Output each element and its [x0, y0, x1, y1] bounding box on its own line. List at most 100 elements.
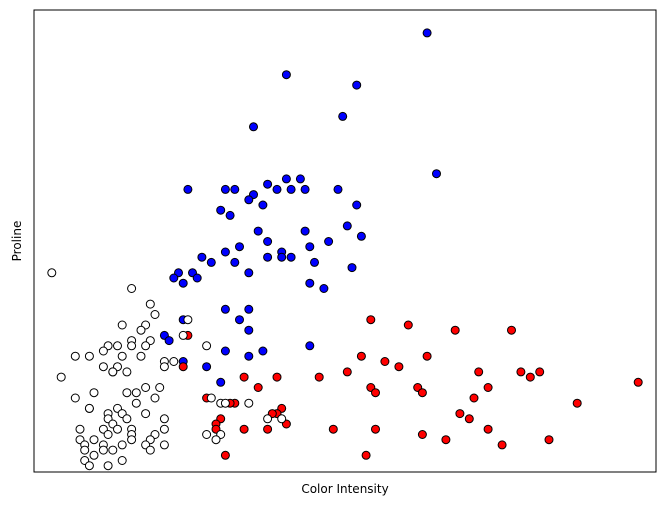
- data-point-series-3-41: [220, 398, 230, 408]
- data-point-series-2-8: [380, 357, 390, 366]
- data-point-series-2-15: [178, 362, 188, 372]
- data-point-series-3-1: [127, 284, 137, 293]
- data-point-series-2-46: [544, 435, 554, 445]
- data-point-series-3-3: [145, 299, 155, 309]
- data-point-series-3-5: [183, 315, 193, 325]
- data-point-series-2-27: [469, 393, 479, 403]
- data-point-series-3-33: [122, 388, 132, 398]
- data-point-series-3-19: [84, 351, 94, 361]
- data-point-series-2-4: [507, 325, 516, 335]
- data-point-series-1-29: [356, 231, 366, 241]
- data-point-series-1-11: [220, 184, 230, 194]
- data-point-series-3-82: [84, 461, 94, 471]
- data-point-series-1-44: [192, 273, 202, 283]
- data-point-series-2-28: [572, 398, 582, 408]
- data-point-series-3-15: [127, 341, 137, 351]
- data-point-series-3-45: [84, 403, 94, 413]
- data-point-series-1-33: [197, 252, 207, 262]
- data-point-series-3-36: [206, 393, 216, 403]
- data-point-series-1-27: [324, 237, 334, 246]
- data-point-series-3-38: [150, 393, 160, 403]
- data-point-series-2-49: [361, 450, 371, 460]
- data-point-series-1-16: [286, 184, 296, 194]
- data-point-series-1-2: [281, 70, 291, 80]
- data-point-series-3-6: [117, 320, 127, 330]
- data-point-series-1-24: [253, 226, 263, 236]
- data-point-series-1-23: [342, 221, 352, 231]
- data-point-series-1-3: [352, 80, 362, 90]
- data-point-series-2-6: [356, 351, 366, 361]
- data-point-series-3-37: [70, 393, 80, 403]
- data-point-series-2-45: [417, 430, 427, 439]
- data-point-series-1-37: [310, 257, 319, 267]
- data-point-series-1-58: [258, 346, 268, 356]
- data-point-series-3-70: [117, 440, 127, 450]
- data-point-series-3-21: [117, 351, 127, 361]
- data-point-series-1-26: [263, 237, 273, 246]
- data-point-series-3-8: [136, 325, 146, 335]
- data-point-series-1-17: [295, 174, 305, 184]
- data-point-series-3-59: [159, 424, 169, 434]
- data-point-series-1-35: [277, 252, 287, 262]
- data-point-series-3-42: [244, 398, 254, 408]
- data-point-series-3-16: [141, 341, 151, 351]
- data-point-series-3-20: [136, 351, 146, 361]
- data-point-series-2-18: [314, 372, 324, 382]
- data-point-series-3-4: [150, 310, 160, 319]
- data-point-series-1-9: [183, 184, 193, 194]
- data-point-series-3-17: [98, 346, 108, 356]
- data-point-series-1-7: [281, 174, 291, 184]
- data-point-series-3-51: [159, 414, 169, 424]
- data-point-series-3-57: [113, 424, 122, 434]
- data-point-series-2-17: [239, 372, 249, 382]
- data-point-series-3-60: [103, 430, 113, 439]
- data-point-series-1-49: [220, 304, 230, 314]
- data-point-series-2-22: [483, 383, 493, 392]
- data-point-series-1-55: [164, 336, 174, 346]
- data-point-series-1-41: [244, 268, 254, 278]
- data-point-series-2-13: [535, 367, 545, 377]
- data-point-series-1-22: [225, 210, 235, 220]
- data-point-series-1-53: [244, 325, 254, 335]
- data-point-series-3-30: [122, 367, 132, 377]
- x-axis-label: Color Intensity: [301, 482, 388, 496]
- data-point-series-3-25: [98, 362, 108, 372]
- data-point-series-3-18: [70, 351, 80, 361]
- data-point-series-2-38: [483, 424, 493, 434]
- data-point-series-2-9: [394, 362, 404, 372]
- data-point-series-2-47: [441, 435, 451, 445]
- data-point-series-1-59: [244, 351, 254, 361]
- data-point-series-1-56: [305, 341, 315, 351]
- data-point-series-1-1: [422, 28, 432, 38]
- data-point-series-2-24: [371, 388, 380, 398]
- data-point-series-1-40: [230, 257, 240, 267]
- data-point-series-3-56: [75, 424, 85, 434]
- data-point-series-1-25: [300, 226, 310, 236]
- data-point-series-3-32: [89, 388, 99, 398]
- data-point-series-1-62: [216, 377, 226, 387]
- data-point-series-2-14: [525, 372, 535, 382]
- data-point-series-3-12: [202, 341, 212, 351]
- data-point-series-1-4: [338, 111, 348, 121]
- data-point-series-2-16: [272, 372, 282, 382]
- data-point-series-1-5: [249, 122, 258, 132]
- data-point-series-3-67: [127, 435, 137, 445]
- data-points: [47, 28, 643, 471]
- data-point-series-1-19: [258, 200, 268, 210]
- data-point-series-3-35: [141, 383, 151, 392]
- data-point-series-3-9: [178, 330, 188, 340]
- data-point-series-3-48: [141, 409, 151, 419]
- data-point-series-1-31: [235, 242, 244, 252]
- data-point-series-3-79: [89, 450, 99, 460]
- data-point-series-3-76: [145, 445, 155, 455]
- data-point-series-3-72: [159, 440, 169, 450]
- data-point-series-2-23: [253, 383, 263, 392]
- data-point-series-2-1: [366, 315, 376, 325]
- data-point-series-3-53: [277, 414, 287, 424]
- data-point-series-2-44: [328, 424, 338, 434]
- data-point-series-1-15: [333, 184, 343, 194]
- plot-frame: [33, 9, 657, 473]
- data-point-series-2-19: [633, 377, 643, 387]
- data-point-series-1-32: [220, 247, 230, 257]
